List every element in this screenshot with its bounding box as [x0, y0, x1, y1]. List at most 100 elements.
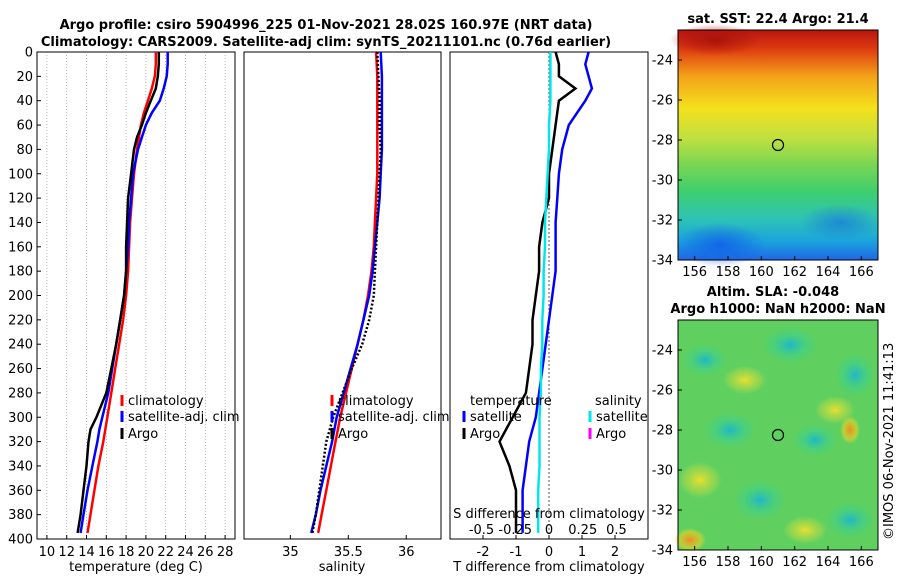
- y-tick-label: 60: [16, 119, 33, 134]
- sla-argo-location: [771, 428, 785, 442]
- lat-tick-label: -30: [652, 464, 673, 479]
- s-tick-label: 0.25: [568, 523, 597, 538]
- height-map-title: Argo h1000: NaN h2000: NaN: [670, 302, 885, 317]
- lat-tick-label: -24: [652, 344, 673, 359]
- s-tick-label: -0.25: [498, 523, 532, 538]
- s-tick-label: 0.5: [606, 523, 627, 538]
- legend-t-satellite: satellite: [470, 410, 522, 425]
- temperature-panel: 0 20 40 60 80 100 120 140 160 180 200 220 240 260 280 3…: [8, 46, 239, 576]
- y-tick-label: 20: [16, 70, 33, 85]
- sla-high-4: [783, 516, 827, 544]
- legend-climatology: climatology: [128, 394, 204, 409]
- legend-satellite: satellite-adj. clim: [338, 410, 450, 425]
- y-tick-label: 240: [8, 338, 33, 353]
- lon-tick-label: 156: [682, 265, 707, 280]
- legend-temperature-title: temperature: [470, 394, 552, 409]
- legend-argo: Argo: [128, 427, 158, 442]
- series-line-s-satellite: [536, 52, 552, 533]
- sla-high-2: [815, 396, 855, 424]
- y-tick-label: 320: [8, 435, 33, 450]
- lat-tick-label: -34: [652, 544, 673, 559]
- figure-title-line2: Climatology: CARS2009. Satellite-adj cli…: [41, 35, 611, 50]
- x-tick-label: 0: [545, 545, 553, 560]
- difference-panel: -2 -1 0 1 2 -0.5 -0.25 0 0.25 0.5 T difference fr…: [449, 51, 649, 575]
- lat-tick-label: -28: [652, 134, 673, 149]
- y-tick-label: 380: [8, 508, 33, 523]
- x-tick-label: 18: [118, 545, 135, 560]
- legend-s-argo: Argo: [596, 427, 626, 442]
- lon-tick-label: 166: [849, 555, 874, 570]
- sst-map-frame: [677, 29, 879, 261]
- x-tick-label: 14: [78, 545, 95, 560]
- x-tick-label: 16: [98, 545, 115, 560]
- x-tick-label: 22: [157, 545, 174, 560]
- y-tick-label: 260: [8, 362, 33, 377]
- lat-tick-label: -28: [652, 424, 673, 439]
- sst-warm-patch: [670, 24, 760, 56]
- sla-low-1: [683, 344, 727, 376]
- x-tick-label: 2: [611, 545, 619, 560]
- x-tick-label: 35: [282, 545, 299, 560]
- y-tick-label: 200: [8, 289, 33, 304]
- legend-satellite: satellite-adj. clim: [128, 410, 240, 425]
- sla-high-1: [723, 366, 767, 394]
- sst-argo-location: [771, 138, 785, 152]
- s-difference-xlabel: S difference from climatology: [453, 507, 645, 522]
- sst-map: -24 -26 -28 -30 -32 -34 156 158 160 162 164 166: [652, 24, 880, 280]
- y-tick-label: 360: [8, 484, 33, 499]
- sst-cool-patch-east: [800, 204, 880, 240]
- y-tick-label: 0: [25, 46, 33, 61]
- lon-tick-label: 162: [782, 265, 807, 280]
- lat-tick-label: -34: [652, 254, 673, 269]
- lon-tick-label: 160: [749, 555, 774, 570]
- s-tick-label: 0: [545, 523, 553, 538]
- legend-salinity-title: salinity: [595, 394, 642, 409]
- sst-cool-patch: [675, 223, 765, 267]
- x-tick-label: 36: [398, 545, 415, 560]
- sla-high-5: [674, 528, 706, 552]
- sla-low-4: [704, 412, 756, 448]
- temperature-xlabel: temperature (deg C): [69, 560, 203, 575]
- x-tick-label: 20: [138, 545, 155, 560]
- x-tick-label: 12: [58, 545, 75, 560]
- series-line-t-argo: [498, 51, 578, 533]
- legend-s-satellite: satellite: [596, 410, 648, 425]
- sla-high-6: [840, 416, 860, 444]
- t-difference-xlabel: T difference from climatology: [452, 560, 645, 575]
- x-tick-label: 28: [217, 545, 234, 560]
- y-tick-label: 340: [8, 459, 33, 474]
- salinity-legend: climatology satellite-adj. clim Argo: [330, 394, 450, 442]
- series-line-argo: [311, 51, 382, 534]
- x-tick-label: -1: [510, 545, 523, 560]
- y-tick-label: 160: [8, 240, 33, 255]
- salinity-panel: 35 35.5 36 salinity climatology satellite-…: [243, 51, 450, 575]
- lon-tick-label: 158: [716, 265, 741, 280]
- lat-tick-label: -32: [652, 214, 673, 229]
- lon-tick-label: 166: [849, 265, 874, 280]
- sla-low-7: [826, 502, 874, 538]
- sla-map-title: Altim. SLA: -0.048: [707, 285, 839, 300]
- lon-tick-label: 162: [782, 555, 807, 570]
- y-tick-label: 140: [8, 216, 33, 231]
- x-tick-label: 35.5: [334, 545, 363, 560]
- lat-tick-label: -26: [652, 94, 673, 109]
- x-tick-label: 10: [39, 545, 56, 560]
- lat-tick-label: -32: [652, 504, 673, 519]
- y-tick-label: 100: [8, 167, 33, 182]
- y-tick-label: 40: [16, 94, 33, 109]
- temperature-legend: climatology satellite-adj. clim Argo: [120, 394, 240, 442]
- temperature-axes: [36, 51, 236, 540]
- x-tick-label: 26: [197, 545, 214, 560]
- lat-tick-label: -30: [652, 174, 673, 189]
- series-line-satellite-adj-clim: [309, 51, 384, 534]
- difference-legend: temperature satellite Argo salinity sate…: [462, 394, 648, 442]
- x-tick-label: -2: [477, 545, 490, 560]
- y-tick-label: 80: [16, 143, 33, 158]
- sla-low-5: [793, 424, 837, 456]
- salinity-xlabel: salinity: [319, 560, 366, 575]
- y-tick-label: 300: [8, 411, 33, 426]
- lat-tick-label: -26: [652, 384, 673, 399]
- sla-map-frame: [677, 319, 879, 551]
- sla-low-6: [734, 480, 786, 520]
- y-tick-label: 120: [8, 192, 33, 207]
